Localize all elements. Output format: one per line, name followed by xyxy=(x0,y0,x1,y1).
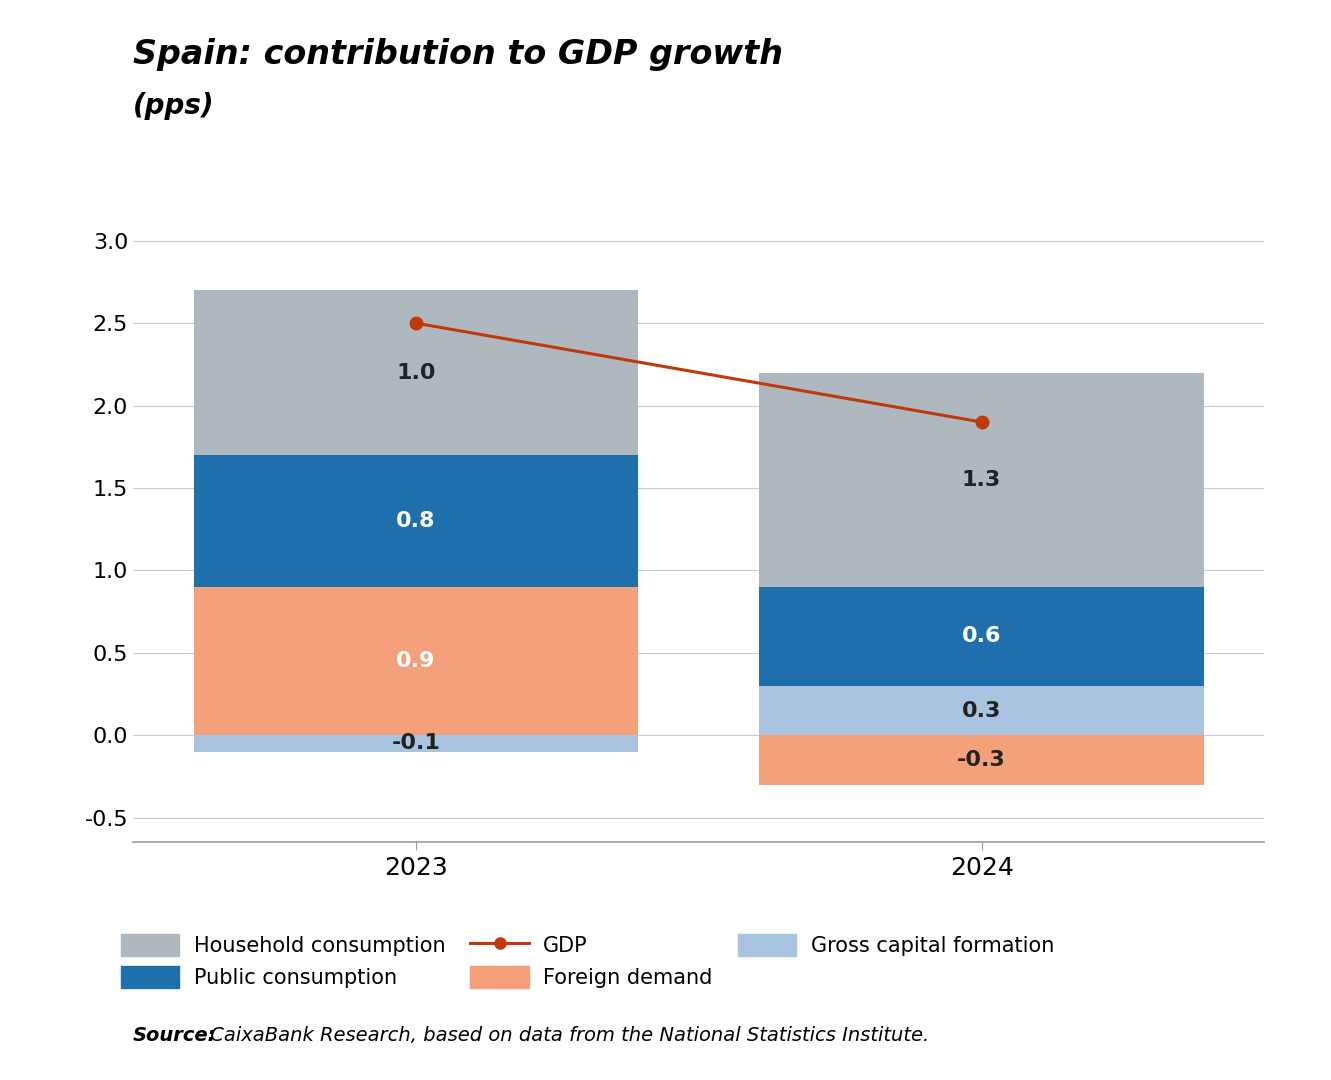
Text: Spain: contribution to GDP growth: Spain: contribution to GDP growth xyxy=(133,38,783,71)
Bar xyxy=(194,735,638,752)
Bar xyxy=(194,291,638,455)
Text: -0.3: -0.3 xyxy=(957,750,1006,770)
Text: -0.1: -0.1 xyxy=(391,733,441,754)
Text: CaixaBank Research, based on data from the National Statistics Institute.: CaixaBank Research, based on data from t… xyxy=(204,1026,929,1045)
Legend: Household consumption, Public consumption, GDP, Foreign demand, Gross capital fo: Household consumption, Public consumptio… xyxy=(121,934,1054,988)
Text: 0.3: 0.3 xyxy=(962,701,1001,720)
Bar xyxy=(194,586,638,735)
Bar xyxy=(194,455,638,586)
Text: 0.6: 0.6 xyxy=(962,626,1001,646)
Bar xyxy=(760,686,1203,735)
Bar xyxy=(760,373,1203,586)
Bar xyxy=(760,586,1203,686)
Text: 0.8: 0.8 xyxy=(397,511,435,531)
Bar xyxy=(760,735,1203,785)
Text: (pps): (pps) xyxy=(133,92,214,120)
Text: 1.3: 1.3 xyxy=(962,470,1001,489)
Text: Source:: Source: xyxy=(133,1026,217,1045)
Text: 0.9: 0.9 xyxy=(397,651,435,671)
Text: 1.0: 1.0 xyxy=(397,363,435,382)
